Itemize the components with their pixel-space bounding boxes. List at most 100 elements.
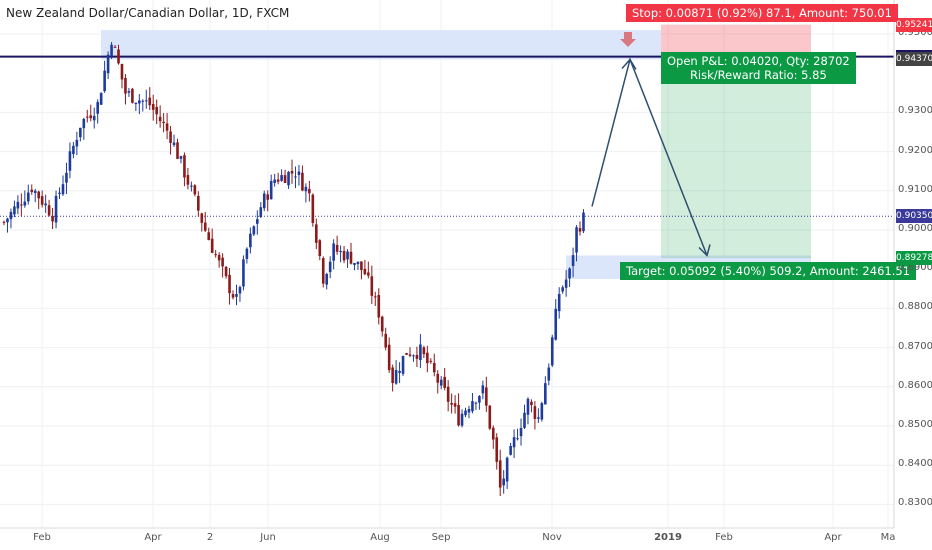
candle-body (148, 97, 152, 106)
candle-body (422, 347, 426, 355)
candle-body (141, 100, 145, 102)
candle-body (516, 438, 519, 440)
candle-body (564, 279, 568, 288)
candle-body (370, 276, 374, 296)
candle-body (491, 427, 495, 440)
candle-body (44, 203, 47, 206)
candle-body (481, 385, 485, 394)
candle-body (252, 226, 256, 235)
candle-body (89, 115, 93, 119)
candle-body (367, 272, 370, 276)
candle-body (398, 370, 401, 373)
candle-body (217, 254, 221, 261)
candle-body (467, 408, 471, 413)
candle-body (75, 139, 79, 147)
candle-body (488, 405, 492, 429)
candle-body (415, 355, 419, 359)
candle-body (179, 156, 183, 159)
candle-body (304, 186, 308, 192)
candle-body (162, 121, 165, 124)
candle-body (387, 344, 391, 371)
candle-body (384, 333, 387, 348)
candle-body (519, 428, 523, 437)
target-label: Target: 0.05092 (5.40%) 509.2, Amount: 2… (620, 262, 916, 280)
price-tag-current: 0.90350 (896, 209, 932, 224)
candle-body (474, 402, 478, 404)
candle-body (280, 175, 283, 181)
time-tick-label: Feb (33, 532, 51, 543)
candle-body (342, 250, 346, 261)
candle-body (193, 185, 197, 195)
candle-body (332, 243, 335, 261)
price-tag-stop: 0.95241 (896, 17, 932, 32)
profit-zone (661, 58, 811, 259)
candle-body (311, 194, 315, 223)
candle-body (394, 370, 398, 384)
candle-body (155, 106, 158, 115)
candle-body (33, 190, 37, 194)
candle-body (471, 401, 474, 412)
candle-body (460, 413, 464, 426)
candle-body (259, 207, 263, 218)
candle-body (464, 410, 467, 416)
candle-body (131, 88, 134, 103)
candle-body (575, 227, 578, 253)
candle-body (113, 46, 117, 48)
risk-reward-text: Risk/Reward Ratio: 5.85 (689, 68, 827, 82)
time-tick-label: Sep (431, 532, 451, 543)
candle-body (120, 63, 124, 80)
candle-body (106, 54, 110, 74)
candle-body (197, 195, 200, 211)
candle-body (138, 100, 141, 104)
candle-body (203, 222, 207, 231)
candle-body (92, 115, 96, 121)
candle-body (20, 204, 23, 206)
candle-body (523, 412, 526, 428)
time-tick-label: Aug (370, 532, 390, 543)
time-tick-label: Ma (880, 532, 896, 543)
candle-body (429, 360, 433, 362)
candle-body (47, 205, 51, 216)
candle-body (30, 189, 34, 193)
time-tick-label: Apr (144, 532, 162, 543)
gridlines (0, 0, 894, 528)
candle-body (557, 293, 561, 312)
candle-body (377, 295, 381, 318)
candle-body (228, 274, 231, 294)
candle-body (283, 175, 287, 183)
candle-body (554, 308, 558, 340)
candle-body (485, 387, 488, 406)
candle-body (65, 172, 68, 183)
candle-body (37, 191, 40, 199)
candle-body (85, 116, 89, 118)
candle-body (169, 131, 172, 143)
candle-body (99, 93, 103, 105)
candle-body (245, 248, 249, 259)
candle-body (231, 294, 235, 298)
candle-body (58, 192, 61, 194)
symbol-title: New Zealand Dollar/Canadian Dollar, 1D, … (6, 6, 290, 20)
time-tick-label: Nov (542, 532, 562, 543)
candle-body (550, 337, 554, 366)
candle-body (72, 145, 75, 155)
candle-body (405, 353, 408, 355)
arrow-head-down (698, 244, 711, 257)
candle-body (249, 233, 252, 248)
candle-body (273, 179, 276, 183)
candle-body (40, 196, 44, 205)
candle-body (68, 151, 72, 171)
candle-body (23, 201, 27, 206)
price-tag-target: 0.89278 (896, 251, 932, 266)
candle-body (190, 185, 193, 187)
candle-body (165, 123, 169, 131)
resistance-zone (101, 30, 661, 60)
open-pnl-text: Open P&L: 0.04020, Qty: 28702 (667, 54, 850, 68)
arrow-head-up (621, 58, 637, 70)
